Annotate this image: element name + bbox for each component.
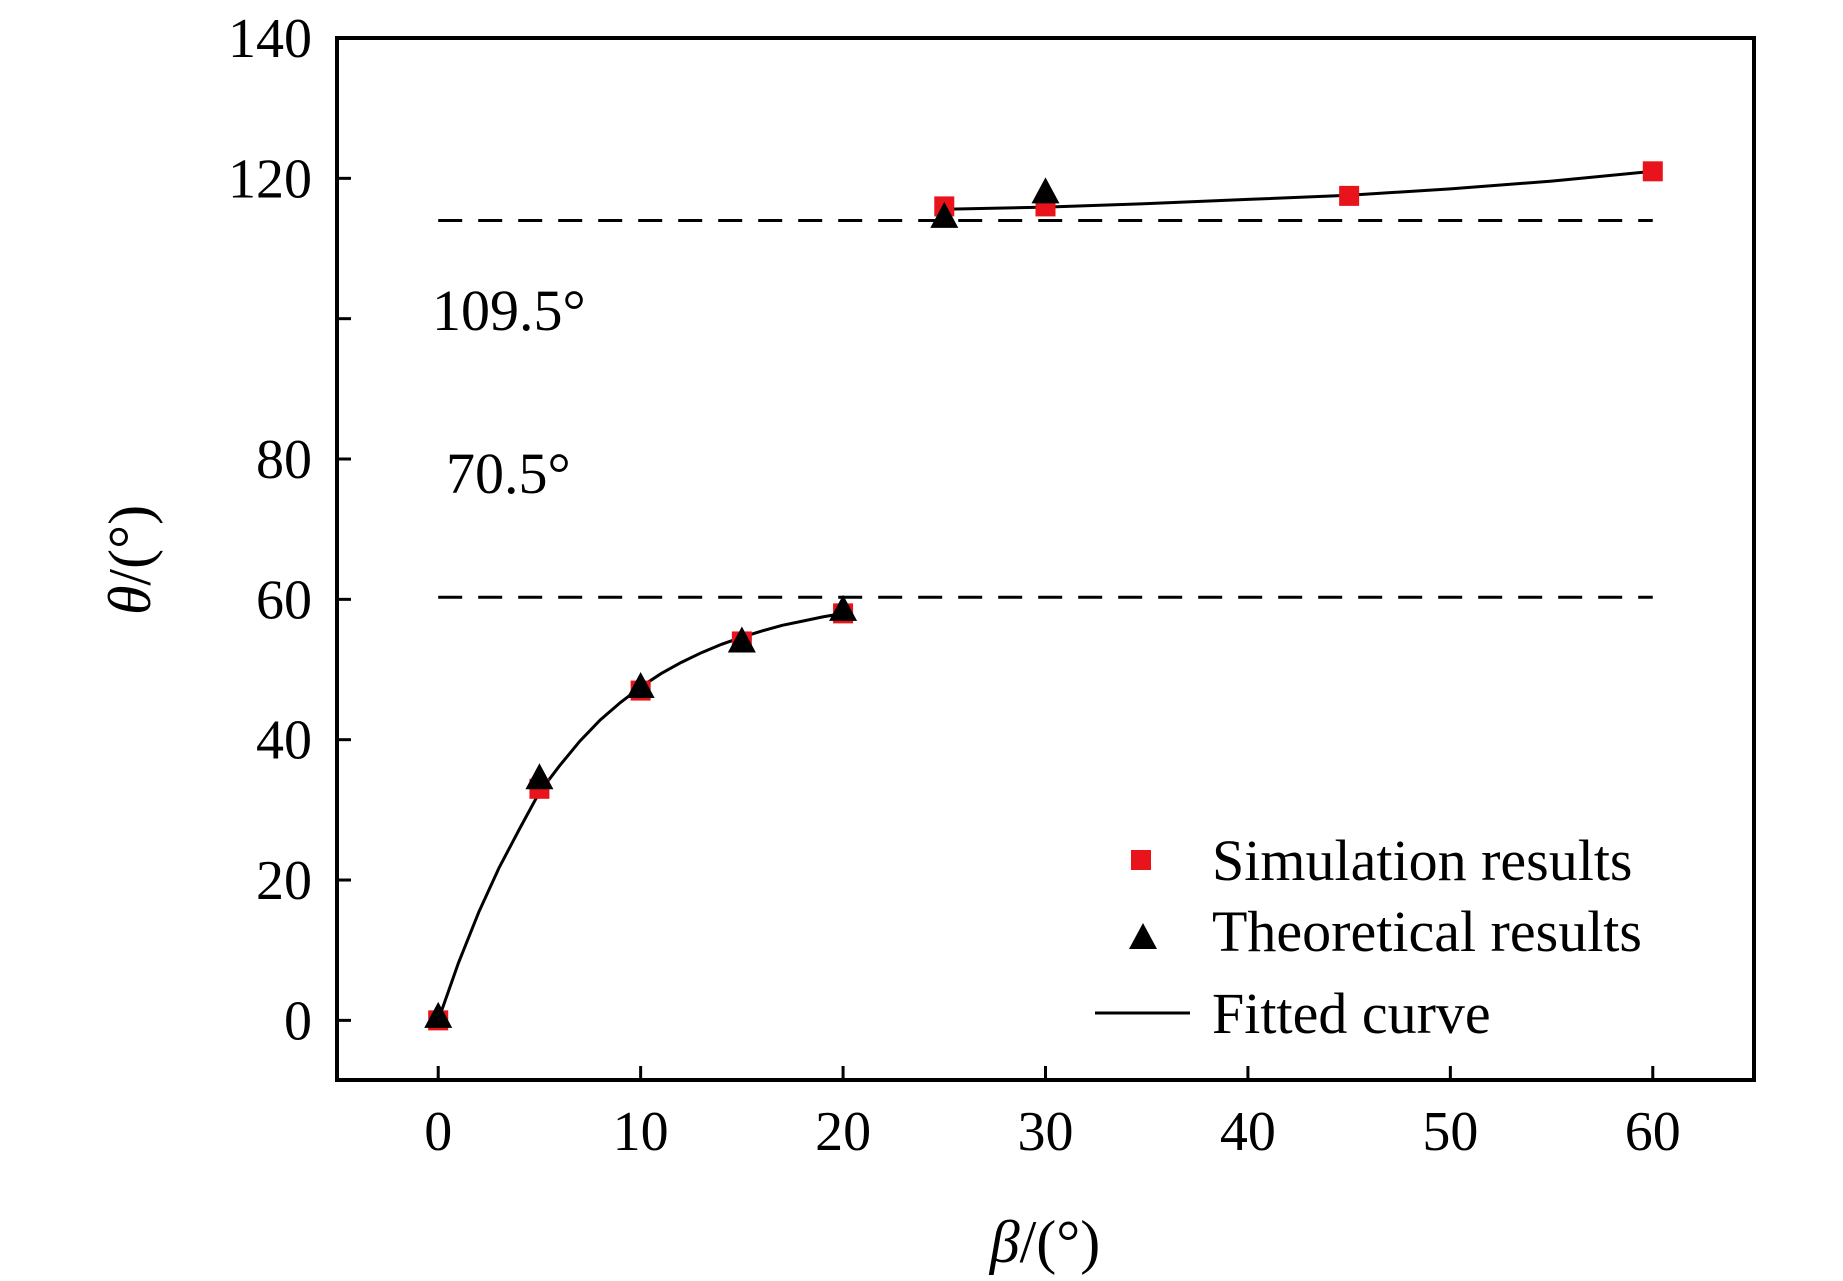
annotation-109-5: 109.5° <box>432 278 586 343</box>
y-tick-label: 120 <box>228 148 312 210</box>
legend-triangle-marker <box>1129 923 1157 949</box>
y-axis: 0 20 40 60 80 120 140 <box>228 8 351 1052</box>
annotation-70-5: 70.5° <box>446 441 571 506</box>
x-tick-label: 40 <box>1220 1101 1276 1163</box>
reference-lines <box>438 218 1653 599</box>
y-tick-label: 60 <box>256 569 312 631</box>
theoretical-point <box>727 626 756 653</box>
theoretical-point <box>829 594 858 621</box>
x-tick-label: 20 <box>815 1101 871 1163</box>
x-axis-title: β/(°) <box>989 1209 1101 1275</box>
legend-label-theoretical: Theoretical results <box>1212 899 1642 964</box>
y-axis-title: θ/(°) <box>97 505 163 615</box>
x-tick-label: 60 <box>1625 1101 1681 1163</box>
theoretical-point <box>424 1001 453 1028</box>
y-tick-label: 80 <box>256 429 312 491</box>
x-tick-label: 50 <box>1422 1101 1478 1163</box>
legend-label-fitted: Fitted curve <box>1212 981 1491 1046</box>
theoretical-point <box>626 672 655 699</box>
simulation-point <box>1642 161 1663 182</box>
y-tick-label: 140 <box>228 8 312 70</box>
x-tick-label: 10 <box>613 1101 669 1163</box>
legend: Simulation results Theoretical results F… <box>1095 828 1642 1046</box>
y-tick-label: 40 <box>256 710 312 772</box>
theoretical-point <box>930 201 959 228</box>
legend-label-simulation: Simulation results <box>1212 828 1633 893</box>
simulation-point <box>1339 185 1360 206</box>
x-axis: 0 10 20 30 40 50 60 <box>424 1066 1681 1163</box>
theoretical-point <box>525 763 554 790</box>
x-tick-label: 0 <box>424 1101 452 1163</box>
legend-square-marker <box>1131 850 1151 870</box>
x-tick-label: 30 <box>1018 1101 1074 1163</box>
data-markers <box>424 161 1663 1031</box>
y-tick-label: 20 <box>256 850 312 912</box>
y-tick-label: 0 <box>284 990 312 1052</box>
theoretical-point <box>1031 177 1060 204</box>
fitted-curve-segment-1 <box>944 169 1653 211</box>
